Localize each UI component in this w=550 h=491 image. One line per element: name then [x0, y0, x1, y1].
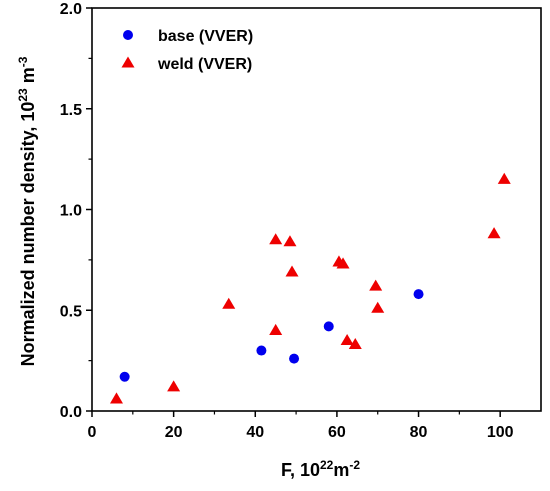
weld-point	[487, 227, 501, 239]
y-tick-label: 0.0	[60, 404, 82, 421]
weld-point	[269, 323, 283, 335]
x-tick-label: 60	[328, 424, 346, 441]
base-point	[119, 371, 130, 382]
weld-point	[109, 392, 123, 404]
weld-point	[497, 172, 511, 184]
legend-label: weld (VVER)	[157, 56, 252, 73]
weld-point	[167, 380, 181, 392]
base-point	[413, 289, 424, 300]
axis-ticks: 0 20 40 60 80 100 0.0 0.5 1.0 1.5 2.0	[60, 1, 514, 441]
y-tick-label: 2.0	[60, 1, 82, 18]
x-axis-title: F, 1022m-2	[281, 458, 360, 480]
legend-label: base (VVER)	[158, 28, 253, 45]
x-tick-label: 20	[165, 424, 183, 441]
x-tick-label: 0	[88, 424, 97, 441]
legend-marker-weld	[121, 56, 135, 68]
weld-point	[269, 233, 283, 245]
weld-point	[222, 297, 236, 309]
x-tick-label: 80	[410, 424, 428, 441]
weld-point	[340, 333, 354, 346]
base-point	[289, 353, 300, 364]
legend: base (VVER) weld (VVER)	[121, 28, 253, 73]
x-tick-label: 100	[487, 424, 514, 441]
weld-point	[348, 338, 362, 350]
base-point	[256, 345, 267, 356]
weld-point	[283, 235, 297, 247]
weld-point	[371, 301, 385, 313]
y-axis-title: Normalized number density, 1023 m-3	[16, 56, 38, 366]
weld-point	[285, 265, 299, 277]
x-tick-label: 40	[246, 424, 264, 441]
base-point	[323, 321, 334, 332]
data-points	[109, 172, 511, 404]
y-tick-label: 1.0	[60, 203, 82, 220]
weld-point	[369, 279, 383, 291]
y-axis-title-text: Normalized number density, 1023 m-3	[16, 56, 38, 366]
y-tick-label: 0.5	[60, 303, 82, 320]
y-tick-label: 1.5	[60, 102, 82, 119]
weld-point	[336, 257, 350, 269]
legend-marker-base	[123, 30, 133, 40]
